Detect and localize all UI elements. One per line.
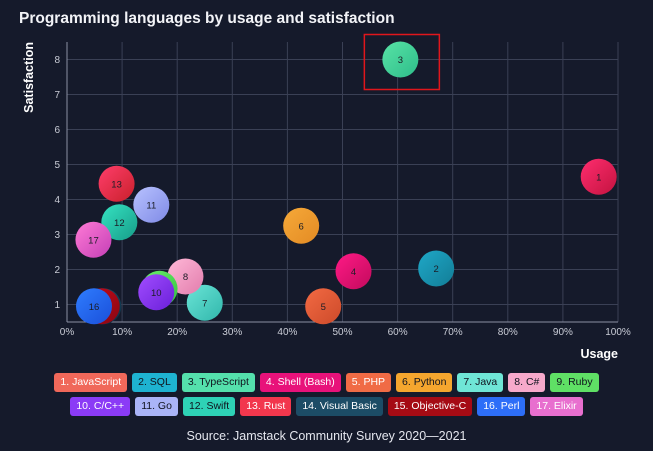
bubble-12[interactable]: 12 — [101, 204, 138, 241]
bubble-label: 5 — [321, 302, 326, 313]
x-tick-label: 40% — [277, 327, 297, 338]
bubble-circle — [335, 253, 372, 290]
legend-item-5[interactable]: 5. PHP — [345, 373, 392, 392]
source-note: Source: Jamstack Community Survey 2020—2… — [186, 429, 467, 443]
bubble-label: 10 — [151, 288, 162, 299]
y-tick-label: 8 — [54, 55, 60, 66]
scatter-chart: 0% 10% 20% 30% 40% 50% 60% 70% 80% 90% 100%1234567… — [22, 33, 631, 361]
legend-item-7[interactable]: 7. Java — [457, 373, 504, 392]
x-tick-label: 20% — [167, 327, 187, 338]
x-axis-title: Usage — [580, 347, 618, 361]
bubble-circle — [133, 186, 170, 223]
bubble-17[interactable]: 17 — [75, 221, 112, 258]
bubble-6[interactable]: 6 — [283, 207, 320, 244]
bubble-label: 12 — [114, 218, 125, 229]
x-tick-label: 30% — [222, 327, 242, 338]
y-tick-label: 3 — [54, 230, 60, 241]
x-tick-label: 100% — [605, 327, 631, 338]
bubble-label: 1 — [596, 172, 601, 183]
bubble-4[interactable]: 4 — [335, 253, 372, 290]
legend-item-14[interactable]: 14. Visual Basic — [296, 397, 383, 416]
legend-item-16[interactable]: 16. Perl — [477, 397, 526, 416]
bubble-5[interactable]: 5 — [305, 288, 342, 325]
bubble-circle — [186, 284, 223, 321]
y-tick-label: 6 — [54, 125, 60, 136]
legend-item-13[interactable]: 13. Rust — [240, 397, 292, 416]
y-tick-label: 5 — [54, 160, 60, 171]
bubble-3[interactable]: 3 — [382, 41, 419, 78]
bubble-2[interactable]: 2 — [418, 250, 455, 287]
y-axis-title: Satisfaction — [22, 42, 36, 113]
chart-title: Programming languages by usage and satis… — [19, 10, 395, 27]
bubble-label: 7 — [202, 298, 207, 309]
x-tick-label: 80% — [498, 327, 518, 338]
bubble-label: 3 — [398, 55, 403, 66]
legend-item-11[interactable]: 11. Go — [135, 397, 178, 416]
x-tick-label: 70% — [443, 327, 463, 338]
bubble-13[interactable]: 13 — [98, 165, 135, 202]
bubble-circle — [305, 288, 342, 325]
bubble-label: 17 — [88, 235, 99, 246]
bubble-label: 6 — [299, 221, 304, 232]
bubble-10[interactable]: 10 — [138, 274, 175, 311]
bubble-circle — [138, 274, 175, 311]
bubble-circle — [283, 207, 320, 244]
x-tick-label: 10% — [112, 327, 132, 338]
legend: 1. JavaScript 2. SQL 3. TypeScript 4. Shell… — [30, 373, 623, 416]
bubble-circle — [418, 250, 455, 287]
legend-item-8[interactable]: 8. C# — [508, 373, 546, 392]
legend-item-6[interactable]: 6. Python — [396, 373, 453, 392]
x-tick-label: 60% — [388, 327, 408, 338]
legend-item-4[interactable]: 4. Shell (Bash) — [259, 373, 341, 392]
bubble-circle — [101, 204, 138, 241]
bubble-circle — [75, 288, 112, 325]
y-tick-label: 2 — [54, 265, 60, 276]
highlight-box — [363, 33, 441, 91]
y-tick-label: 7 — [54, 90, 60, 101]
bubble-circle — [98, 165, 135, 202]
bubble-circle — [580, 158, 617, 195]
y-tick-label: 4 — [54, 195, 60, 206]
x-tick-label: 50% — [332, 327, 352, 338]
x-tick-label: 0% — [60, 327, 75, 338]
bubble-circle — [382, 41, 419, 78]
legend-item-3[interactable]: 3. TypeScript — [181, 373, 255, 392]
legend-item-9[interactable]: 9. Ruby — [550, 373, 599, 392]
y-tick-label: 1 — [54, 300, 60, 311]
bubble-circle — [75, 221, 112, 258]
legend-item-15[interactable]: 15. Objective-C — [387, 397, 473, 416]
legend-item-1[interactable]: 1. JavaScript — [54, 373, 128, 392]
bubble-7[interactable]: 7 — [186, 284, 223, 321]
bubble-16[interactable]: 16 — [75, 288, 112, 325]
bubble-label: 8 — [183, 272, 188, 283]
bubble-label: 2 — [434, 264, 439, 275]
bubble-1[interactable]: 1 — [580, 158, 617, 195]
bubble-label: 11 — [146, 200, 156, 211]
legend-item-17[interactable]: 17. Elixir — [530, 397, 583, 416]
legend-item-2[interactable]: 2. SQL — [132, 373, 177, 392]
x-tick-label: 90% — [553, 327, 573, 338]
legend-item-10[interactable]: 10. C/C++ — [70, 397, 131, 416]
bubble-label: 13 — [111, 179, 122, 190]
bubble-11[interactable]: 11 — [133, 186, 170, 223]
legend-item-12[interactable]: 12. Swift — [182, 397, 236, 416]
bubble-label: 4 — [351, 267, 356, 278]
bubble-label: 16 — [89, 302, 100, 313]
